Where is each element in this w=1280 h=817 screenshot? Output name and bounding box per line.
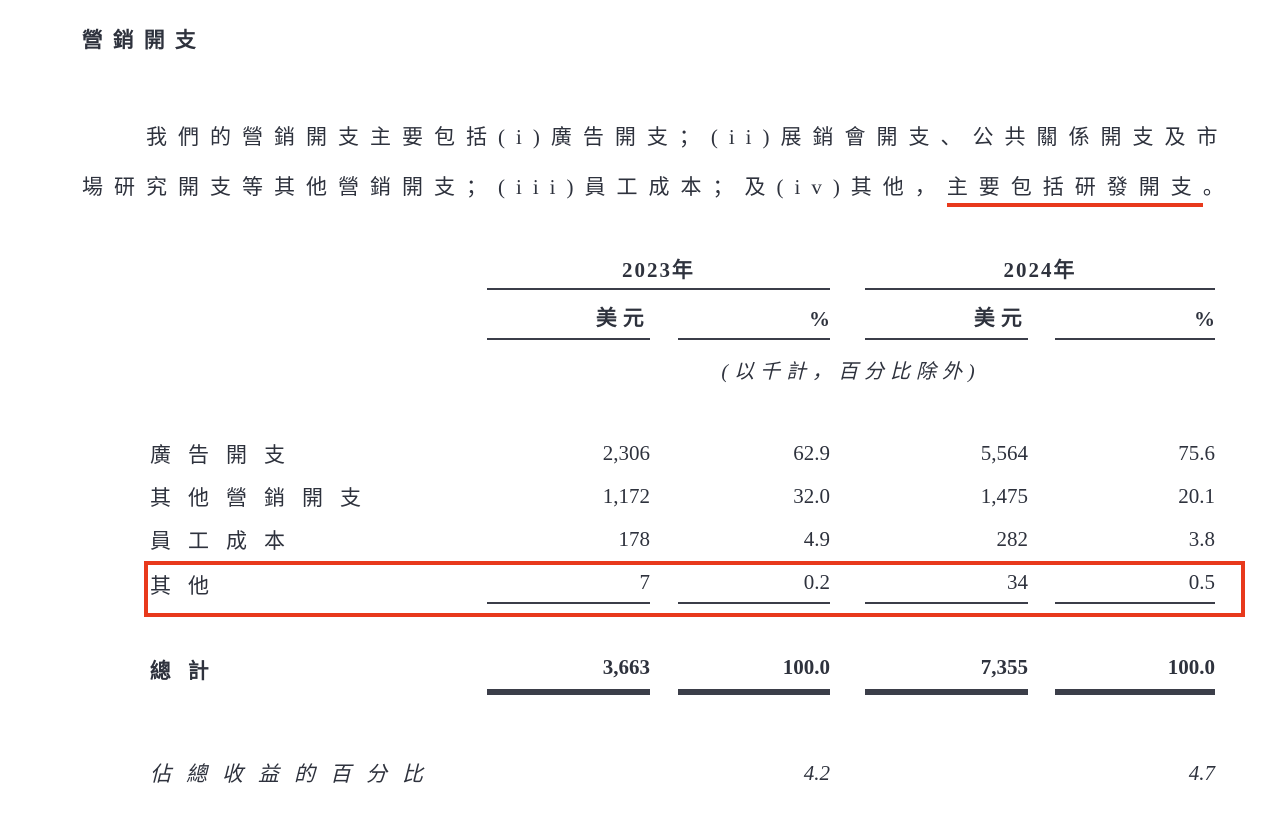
double-rule — [1055, 689, 1215, 695]
spacer — [150, 695, 1215, 753]
col-header-usd-2023: 美元 — [487, 302, 650, 340]
cell-pct-2024: 0.5 — [1055, 570, 1215, 604]
cell-pct-2024: 4.7 — [1188, 760, 1215, 785]
total-value: 7,355 — [980, 655, 1028, 679]
cell-usd-2024: 1,475 — [980, 484, 1028, 508]
cell-usd-2023: 2,306 — [602, 441, 650, 465]
row-label: 其他營銷開支 — [150, 485, 378, 510]
spacer — [150, 617, 1215, 655]
double-rule — [865, 689, 1028, 695]
paragraph-line-2-text: 場研究開支等其他營銷開支；(iii)員工成本；及(iv)其他， — [82, 175, 947, 199]
double-rule — [487, 689, 650, 695]
total-cell-usd-2024: 7,355 — [865, 655, 1028, 695]
row-label: 佔總收益的百分比 — [150, 762, 438, 786]
cell-pct-2024: 75.6 — [1178, 441, 1215, 465]
intro-paragraph: 我們的營銷開支主要包括(i)廣告開支；(ii)展銷會開支、公共關係開支及市 場研… — [82, 112, 1224, 212]
total-cell-pct-2023: 100.0 — [678, 655, 830, 695]
year-header-row: 2023年 2024年 — [150, 248, 1215, 290]
red-underlined-text: 主要包括研發開支 — [946, 175, 1203, 207]
col-header-pct-2023: % — [678, 307, 830, 340]
total-cell-usd-2023: 3,663 — [487, 655, 650, 695]
double-rule — [678, 689, 830, 695]
table-row-advertising: 廣告開支 2,306 62.9 5,564 75.6 — [150, 432, 1215, 475]
row-label: 廣告開支 — [150, 442, 302, 467]
cell-pct-2024: 20.1 — [1178, 484, 1215, 508]
cell-pct-2023: 0.2 — [678, 570, 830, 604]
paragraph-line-1: 我們的營銷開支主要包括(i)廣告開支；(ii)展銷會開支、公共關係開支及市 — [82, 112, 1222, 162]
subheader-row: 美元 % 美元 % — [150, 290, 1215, 340]
year-header-2023: 2023年 — [487, 248, 830, 290]
cell-usd-2023: 7 — [487, 570, 650, 604]
marketing-expenses-table: 2023年 2024年 美元 % 美元 % (以千計，百分比除外) 廣告開支 2… — [144, 248, 1245, 793]
row-label: 其他 — [150, 574, 226, 598]
section-title: 營銷開支 — [82, 29, 206, 52]
col-header-usd-2024: 美元 — [865, 302, 1028, 340]
cell-pct-2023: 4.2 — [803, 760, 830, 785]
cell-pct-2024: 3.8 — [1188, 527, 1215, 551]
cell-pct-2023: 32.0 — [793, 484, 830, 508]
spacer — [150, 386, 1215, 432]
total-value: 3,663 — [602, 655, 650, 679]
table-row-others-highlighted: 其他 7 0.2 34 0.5 — [144, 561, 1245, 617]
year-header-2024: 2024年 — [865, 248, 1215, 290]
cell-usd-2024: 34 — [865, 570, 1028, 604]
total-label: 總計 — [150, 659, 226, 683]
cell-pct-2023: 62.9 — [793, 441, 830, 465]
paragraph-line-2: 場研究開支等其他營銷開支；(iii)員工成本；及(iv)其他，主要包括研發開支。 — [82, 162, 1224, 212]
unit-note: (以千計，百分比除外) — [721, 361, 981, 383]
table-row-pct-of-revenue: 佔總收益的百分比 4.2 4.7 — [150, 753, 1215, 793]
cell-usd-2024: 282 — [996, 527, 1029, 551]
row-label: 員工成本 — [150, 528, 302, 553]
cell-pct-2023: 4.9 — [803, 527, 830, 551]
total-value: 100.0 — [1167, 655, 1215, 679]
unit-note-row: (以千計，百分比除外) — [150, 340, 1215, 386]
table-row-staff-costs: 員工成本 178 4.9 282 3.8 — [150, 518, 1215, 561]
table-row-total: 總計 3,663 100.0 7,355 100.0 — [150, 655, 1215, 695]
cell-usd-2024: 5,564 — [980, 441, 1028, 465]
cell-usd-2023: 1,172 — [602, 484, 650, 508]
col-header-pct-2024: % — [1055, 307, 1215, 340]
total-value: 100.0 — [782, 655, 830, 679]
paragraph-line-1-text: 我們的營銷開支主要包括(i)廣告開支；(ii)展銷會開支、公共關係開支及市 — [146, 125, 1229, 149]
table-row-other-marketing: 其他營銷開支 1,172 32.0 1,475 20.1 — [150, 475, 1215, 518]
paragraph-line-2-period: 。 — [1202, 175, 1235, 199]
cell-usd-2023: 178 — [618, 527, 651, 551]
total-cell-pct-2024: 100.0 — [1055, 655, 1215, 695]
